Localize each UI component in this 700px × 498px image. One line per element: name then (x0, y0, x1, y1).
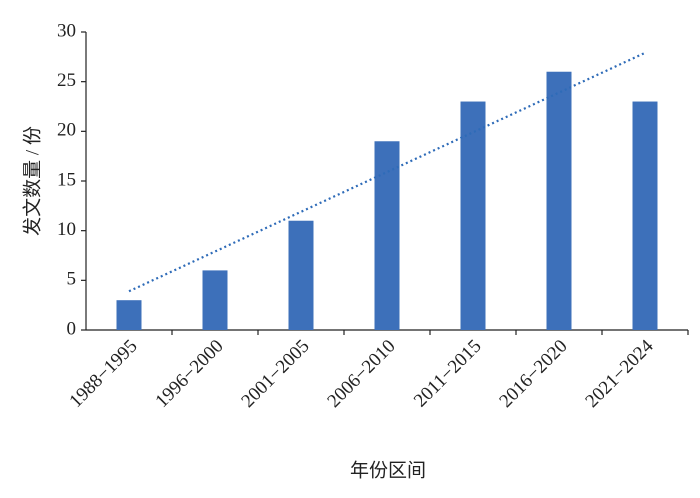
bar (546, 71, 572, 330)
y-tick-label: 5 (67, 269, 77, 290)
y-tick-label: 20 (57, 120, 76, 141)
x-tick-label: 2016−2020 (495, 336, 571, 412)
y-tick-label: 30 (57, 20, 76, 41)
x-tick-label: 2021−2024 (581, 335, 658, 412)
bar (460, 101, 486, 331)
bar (288, 220, 314, 330)
y-axis-title: 发文数量 / 份 (21, 126, 43, 236)
y-tick-label: 15 (57, 169, 76, 190)
y-tick-label: 0 (67, 318, 77, 339)
bar (116, 300, 142, 330)
x-tick-label: 1996−2000 (151, 336, 227, 412)
bar (202, 270, 228, 330)
x-tick-label: 2011−2015 (410, 336, 486, 412)
y-tick-label: 10 (57, 219, 76, 240)
x-axis-title: 年份区间 (350, 459, 426, 481)
x-tick-label: 2006−2010 (323, 336, 399, 412)
x-tick-label: 1988−1995 (65, 336, 141, 412)
y-tick-label: 25 (57, 70, 76, 91)
bar (374, 141, 400, 330)
x-tick-label: 2001−2005 (237, 336, 313, 412)
bar (632, 101, 658, 331)
